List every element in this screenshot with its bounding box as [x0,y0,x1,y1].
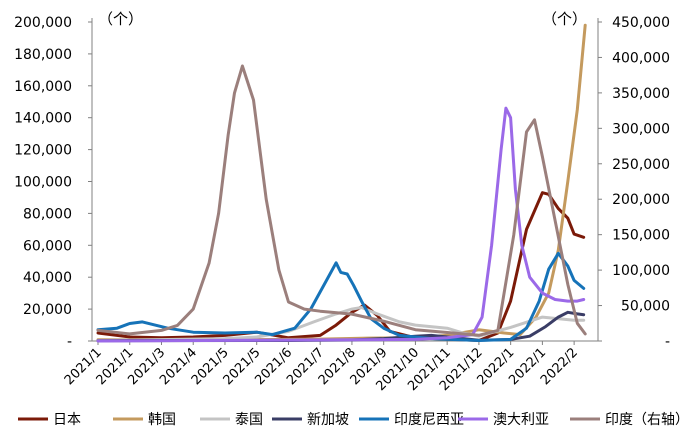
right-tick-label: 250,000 [612,157,670,173]
series-line-0 [96,191,586,342]
plot-lines [96,23,587,343]
legend: 日本 韩国 泰国 新加坡 印度尼西亚 澳大利亚 印度（右轴） [18,412,689,428]
legend-label: 印度尼西亚 [394,412,464,428]
left-tick-label: 180,000 [14,47,72,63]
left-tick-label: 20,000 [23,302,72,318]
right-tick-label: 150,000 [612,228,670,244]
series-line-6 [96,64,587,337]
left-tick-label: 120,000 [14,143,72,159]
left-tick-label: 80,000 [23,206,72,222]
series-line-5 [96,106,586,343]
right-tick-label: 450,000 [612,15,670,31]
legend-label: 新加坡 [307,412,349,428]
right-tick-label: 200,000 [612,192,670,208]
legend-label: 韩国 [148,412,176,428]
legend-label: 日本 [53,412,81,428]
left-tick-label: 60,000 [23,238,72,254]
legend-label: 澳大利亚 [493,412,549,428]
right-tick-label: 400,000 [612,50,670,66]
right-tick-label: 350,000 [612,86,670,102]
left-tick-label: 40,000 [23,270,72,286]
right-axis-unit: （个） [542,10,587,28]
right-tick-label: 50,000 [621,299,670,315]
left-axis-unit: （个） [98,10,143,28]
right-tick-label: - [665,334,670,350]
left-tick-label: 160,000 [14,79,72,95]
left-tick-label: 140,000 [14,111,72,127]
x-axis: 2021/12021/12021/32021/42021/52021/52021… [62,340,598,394]
left-tick-label: 100,000 [14,175,72,191]
legend-label: 泰国 [235,412,263,428]
left-tick-label: 200,000 [14,15,72,31]
legend-label: 印度（右轴） [605,412,689,428]
right-y-axis: - 50,000 100,000 150,000 200,000 250,000 300,0… [597,15,670,350]
left-tick-label: - [67,334,72,350]
left-y-axis: - 20,000 40,000 60,000 80,000 100,000 120,000 1… [14,15,93,350]
right-tick-label: 300,000 [612,121,670,137]
right-tick-label: 100,000 [612,263,670,279]
